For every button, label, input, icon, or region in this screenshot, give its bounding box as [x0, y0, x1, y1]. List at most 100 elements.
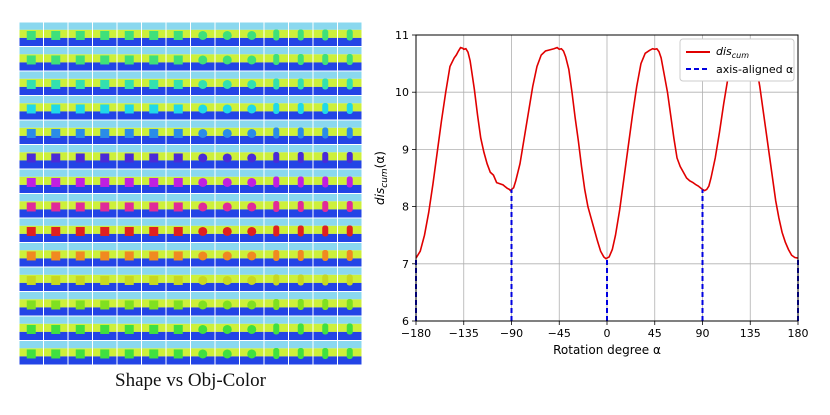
grid-thumbnail [288, 46, 313, 71]
grid-thumbnail [92, 46, 117, 71]
grid-object [51, 30, 61, 40]
grid-thumbnail [288, 316, 313, 341]
x-tick-label: −45 [548, 327, 571, 340]
grid-object [297, 274, 304, 286]
grid-thumbnail [313, 95, 338, 120]
grid-thumbnail [264, 291, 289, 316]
grid-thumbnail [141, 169, 166, 194]
grid-thumbnail [117, 22, 142, 47]
grid-object [26, 251, 36, 261]
grid-object [26, 275, 36, 285]
grid-object [322, 53, 329, 65]
grid-object [124, 79, 134, 89]
grid-thumbnail [43, 120, 68, 145]
grid-thumbnail [43, 267, 68, 292]
grid-object [247, 104, 257, 114]
grid-thumbnail [190, 193, 215, 218]
grid-thumbnail [68, 95, 93, 120]
grid-thumbnail [239, 218, 264, 243]
grid-object [346, 323, 353, 335]
grid-object [222, 153, 232, 163]
grid-object [100, 104, 110, 114]
grid-thumbnail [43, 291, 68, 316]
grid-thumbnail [68, 316, 93, 341]
grid-object [149, 128, 159, 138]
grid-object [100, 349, 110, 359]
y-tick-label: 7 [402, 258, 409, 271]
grid-object [51, 202, 61, 212]
grid-object [346, 102, 353, 114]
grid-thumbnail [166, 291, 191, 316]
grid-thumbnail [288, 71, 313, 96]
grid-thumbnail [215, 291, 240, 316]
grid-thumbnail [313, 169, 338, 194]
grid-thumbnail [288, 144, 313, 169]
grid-object [26, 79, 36, 89]
grid-object [100, 128, 110, 138]
grid-thumbnail [337, 46, 362, 71]
legend-label-axis-aligned: axis-aligned α [716, 63, 793, 76]
grid-object [124, 324, 134, 334]
grid-object [346, 225, 353, 237]
grid-thumbnail [239, 267, 264, 292]
grid-object [173, 226, 183, 236]
grid-thumbnail [288, 193, 313, 218]
grid-object [222, 79, 232, 89]
grid-object [198, 55, 208, 65]
grid-thumbnail [166, 95, 191, 120]
grid-thumbnail [166, 218, 191, 243]
grid-thumbnail [337, 267, 362, 292]
grid-thumbnail [215, 169, 240, 194]
grid-object [273, 102, 280, 114]
grid-thumbnail [141, 242, 166, 267]
grid-object [173, 177, 183, 187]
grid-object [173, 104, 183, 114]
grid-object [247, 128, 257, 138]
grid-object [75, 177, 85, 187]
grid-object [124, 30, 134, 40]
grid-thumbnail [190, 144, 215, 169]
legend-label-dis-cum: discum [716, 45, 749, 60]
grid-thumbnail [19, 193, 44, 218]
grid-thumbnail [141, 71, 166, 96]
grid-thumbnail [141, 340, 166, 365]
grid-thumbnail [92, 169, 117, 194]
grid-object [75, 202, 85, 212]
grid-object [51, 177, 61, 187]
grid-object [75, 55, 85, 65]
grid-thumbnail [117, 340, 142, 365]
grid-thumbnail [19, 242, 44, 267]
grid-object [100, 202, 110, 212]
grid-thumbnail [166, 193, 191, 218]
grid-object [51, 226, 61, 236]
y-tick-label: 11 [395, 29, 409, 42]
grid-object [322, 78, 329, 90]
grid-thumbnail [141, 22, 166, 47]
grid-thumbnail [19, 144, 44, 169]
grid-thumbnail [92, 267, 117, 292]
grid-object [124, 177, 134, 187]
y-tick-label: 8 [402, 201, 409, 214]
grid-thumbnail [68, 169, 93, 194]
grid-thumbnail [337, 22, 362, 47]
grid-object [222, 275, 232, 285]
grid-thumbnail [141, 218, 166, 243]
grid-thumbnail [68, 193, 93, 218]
grid-thumbnail [215, 316, 240, 341]
grid-object [198, 251, 208, 261]
grid-thumbnail [264, 340, 289, 365]
grid-thumbnail [313, 71, 338, 96]
x-tick-label: −180 [401, 327, 431, 340]
grid-object [75, 251, 85, 261]
grid-object [247, 251, 257, 261]
image-grid [19, 22, 362, 365]
grid-thumbnail [190, 169, 215, 194]
grid-thumbnail [264, 316, 289, 341]
grid-object [75, 153, 85, 163]
grid-thumbnail [43, 46, 68, 71]
grid-object [100, 153, 110, 163]
grid-thumbnail [117, 144, 142, 169]
grid-thumbnail [190, 95, 215, 120]
grid-thumbnail [337, 340, 362, 365]
grid-object [149, 153, 159, 163]
